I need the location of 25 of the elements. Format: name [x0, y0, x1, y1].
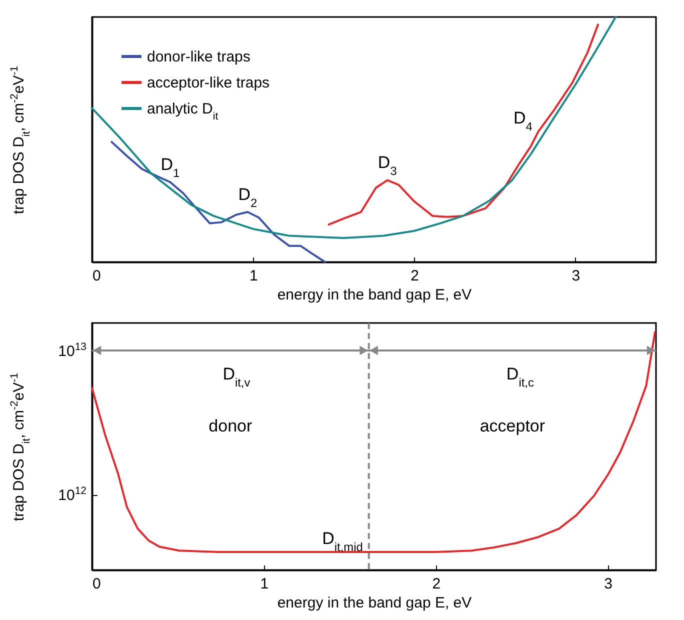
annotation: D$_{it,v}$ — [222, 364, 250, 390]
legend-label: donor-like traps — [147, 48, 250, 66]
x-tick-label: 0 — [92, 268, 101, 284]
annotation: D$_{it,mid}$ — [322, 528, 363, 554]
legend-label: analytic D$_{it}$ — [147, 100, 218, 122]
x-tick-label: 2 — [410, 268, 419, 284]
x-tick-label: 0 — [92, 576, 101, 592]
x-tick-label: 2 — [432, 576, 441, 592]
x-tick-label: 1 — [249, 268, 258, 284]
x-tick-label: 1 — [260, 576, 269, 592]
y-tick-label: 10$^{12}$ — [58, 485, 87, 504]
x-axis-title: energy in the band gap E, eV — [277, 286, 472, 304]
legend-label: acceptor-like traps — [147, 74, 270, 92]
x-tick-label: 3 — [572, 268, 580, 284]
annotation: D$_{1}$ — [160, 155, 180, 180]
annotation: D$_{2}$ — [238, 185, 258, 210]
y-tick-label: 10$^{13}$ — [58, 340, 87, 360]
annotation: D$_{it,c}$ — [506, 364, 534, 390]
annotation: donor — [208, 416, 252, 436]
x-axis-title: energy in the band gap E, eV — [277, 594, 472, 612]
x-tick-label: 3 — [604, 576, 613, 592]
annotation: D$_{4}$ — [513, 108, 533, 134]
annotation: acceptor — [480, 416, 546, 436]
annotation: D$_{3}$ — [378, 153, 398, 178]
line-series — [91, 331, 656, 553]
